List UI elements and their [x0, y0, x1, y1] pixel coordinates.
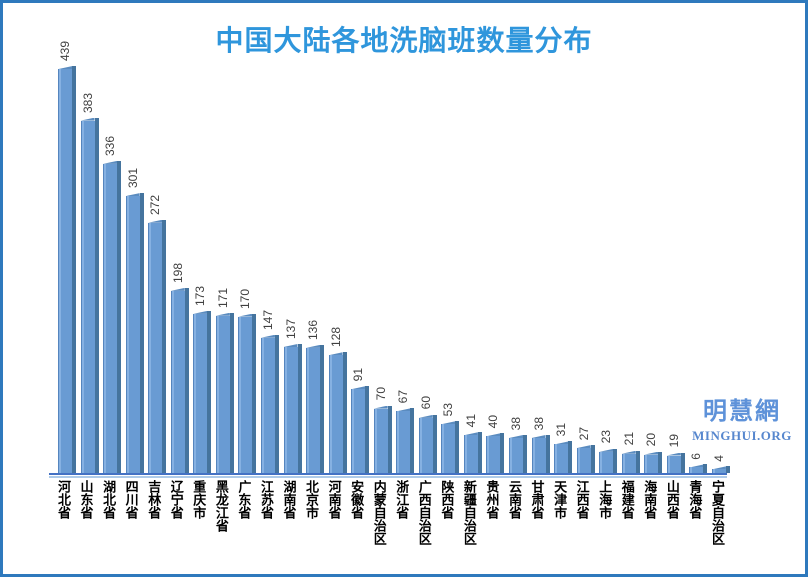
- x-axis-label: 河北省: [56, 480, 71, 519]
- minghui-logo-en: MINGHUI.ORG: [692, 428, 792, 443]
- x-axis-label: 青海省: [687, 480, 703, 519]
- x-axis-label: 河南省: [326, 480, 342, 519]
- bar: [644, 451, 663, 474]
- minghui-logo-cn: 明慧網: [703, 398, 781, 425]
- x-axis-label: 山西省: [664, 480, 680, 519]
- bar: [148, 219, 167, 474]
- bar-value-label: 67: [396, 390, 411, 404]
- bar: [531, 435, 550, 473]
- x-axis-label: 天津市: [552, 480, 568, 519]
- x-axis-label: 江苏省: [258, 480, 274, 519]
- x-axis-label: 江西省: [574, 480, 590, 519]
- bar: [238, 313, 257, 474]
- bar: [711, 466, 730, 473]
- x-axis-label: 福建省: [619, 480, 635, 519]
- bar-value-label: 173: [193, 285, 208, 306]
- x-axis-label: 陕西省: [439, 480, 455, 519]
- bar: [260, 334, 279, 474]
- bar: [125, 193, 144, 473]
- bar: [215, 312, 234, 474]
- bar-value-label: 38: [509, 416, 523, 431]
- x-axis-label: 上海市: [597, 480, 613, 519]
- x-axis-underline: [49, 476, 727, 478]
- bar-value-label: 23: [599, 430, 614, 444]
- bar-value-label: 198: [170, 262, 185, 283]
- bar: [576, 445, 595, 473]
- bar: [58, 66, 76, 473]
- bar-value-label: 128: [328, 327, 343, 348]
- bar: [509, 435, 527, 473]
- x-axis-label: 甘肃省: [529, 480, 545, 519]
- x-axis-label: 广东省: [236, 480, 252, 519]
- bar: [80, 117, 99, 474]
- bar: [306, 344, 325, 474]
- bar: [621, 450, 640, 474]
- x-axis-label: 新疆自治区: [461, 480, 477, 545]
- x-axis-label: 湖南省: [281, 480, 297, 519]
- minghui-watermark: 明慧網 MINGHUI.ORG: [686, 391, 798, 444]
- x-axis-label: 内蒙自治区: [371, 480, 387, 545]
- bar: [418, 414, 437, 474]
- bar: [103, 160, 122, 474]
- x-axis-label: 云南省: [507, 480, 522, 519]
- x-axis-label: 黑龙江省: [213, 480, 229, 532]
- plot-area: 439 383 336 301 272 198 173 171 170 147 137 136 128 9…: [3, 3, 808, 474]
- bar-value-label: 272: [148, 194, 163, 215]
- bar-value-label: 170: [238, 288, 253, 309]
- bar-value-label: 336: [103, 135, 118, 156]
- x-axis-label: 湖北省: [101, 480, 117, 519]
- bar-value-label: 136: [306, 319, 321, 340]
- bar: [486, 433, 505, 473]
- bar-value-label: 91: [351, 367, 366, 382]
- bar: [328, 352, 347, 473]
- x-axis-label: 海南省: [642, 480, 658, 519]
- bar: [193, 310, 212, 474]
- bar-value-label: 6: [689, 452, 704, 460]
- x-axis-label: 吉林省: [146, 480, 162, 519]
- chart-title: 中国大陆各地洗脑班数量分布: [215, 25, 593, 56]
- x-axis-label: 北京市: [304, 480, 320, 519]
- x-axis-line: [49, 473, 727, 475]
- bar: [554, 441, 573, 473]
- bar-value-label: 4: [711, 454, 726, 462]
- bar-value-label: 383: [80, 92, 95, 113]
- x-axis-label: 广西自治区: [416, 480, 432, 545]
- bar-value-label: 137: [283, 318, 298, 339]
- x-axis-label: 四川省: [123, 480, 139, 519]
- bar-value-label: 41: [463, 413, 478, 428]
- x-axis-label: 重庆市: [191, 480, 207, 519]
- bar-value-label: 38: [531, 416, 546, 431]
- bar-value-label: 70: [373, 387, 388, 401]
- x-axis-label: 山东省: [78, 480, 94, 519]
- bar-value-label: 31: [554, 423, 569, 437]
- bar-value-label: 60: [418, 396, 433, 410]
- x-axis-label: 宁夏自治区: [709, 480, 725, 545]
- bar-value-label: 21: [621, 432, 636, 446]
- bar-value-label: 40: [486, 414, 501, 429]
- bar: [351, 386, 370, 473]
- bar: [283, 343, 302, 474]
- bar: [666, 452, 685, 474]
- bar: [463, 432, 482, 473]
- bar-value-label: 439: [58, 41, 72, 62]
- bar-value-label: 27: [576, 426, 591, 441]
- x-axis-label: 辽宁省: [168, 480, 184, 519]
- x-axis-label: 贵州省: [484, 480, 500, 519]
- bar: [170, 287, 189, 474]
- bar-value-label: 19: [666, 434, 681, 448]
- x-axis-label: 安徽省: [349, 480, 365, 519]
- bar: [599, 448, 618, 474]
- bar: [689, 464, 708, 473]
- x-axis-labels: 河北省 山东省 湖北省 四川省 吉林省 辽宁省 重庆市 黑龙江省 广东省 江苏省 湖南省 北京市 河南省…: [3, 480, 808, 577]
- bar: [373, 405, 392, 474]
- bar-value-label: 53: [441, 402, 456, 417]
- bar-value-label: 171: [215, 287, 230, 308]
- bar-value-label: 20: [644, 433, 659, 447]
- bar-value-label: 301: [125, 168, 140, 189]
- bar-value-label: 147: [260, 309, 275, 330]
- x-axis-label: 浙江省: [394, 480, 410, 519]
- bar: [441, 421, 460, 473]
- bar: [396, 408, 415, 473]
